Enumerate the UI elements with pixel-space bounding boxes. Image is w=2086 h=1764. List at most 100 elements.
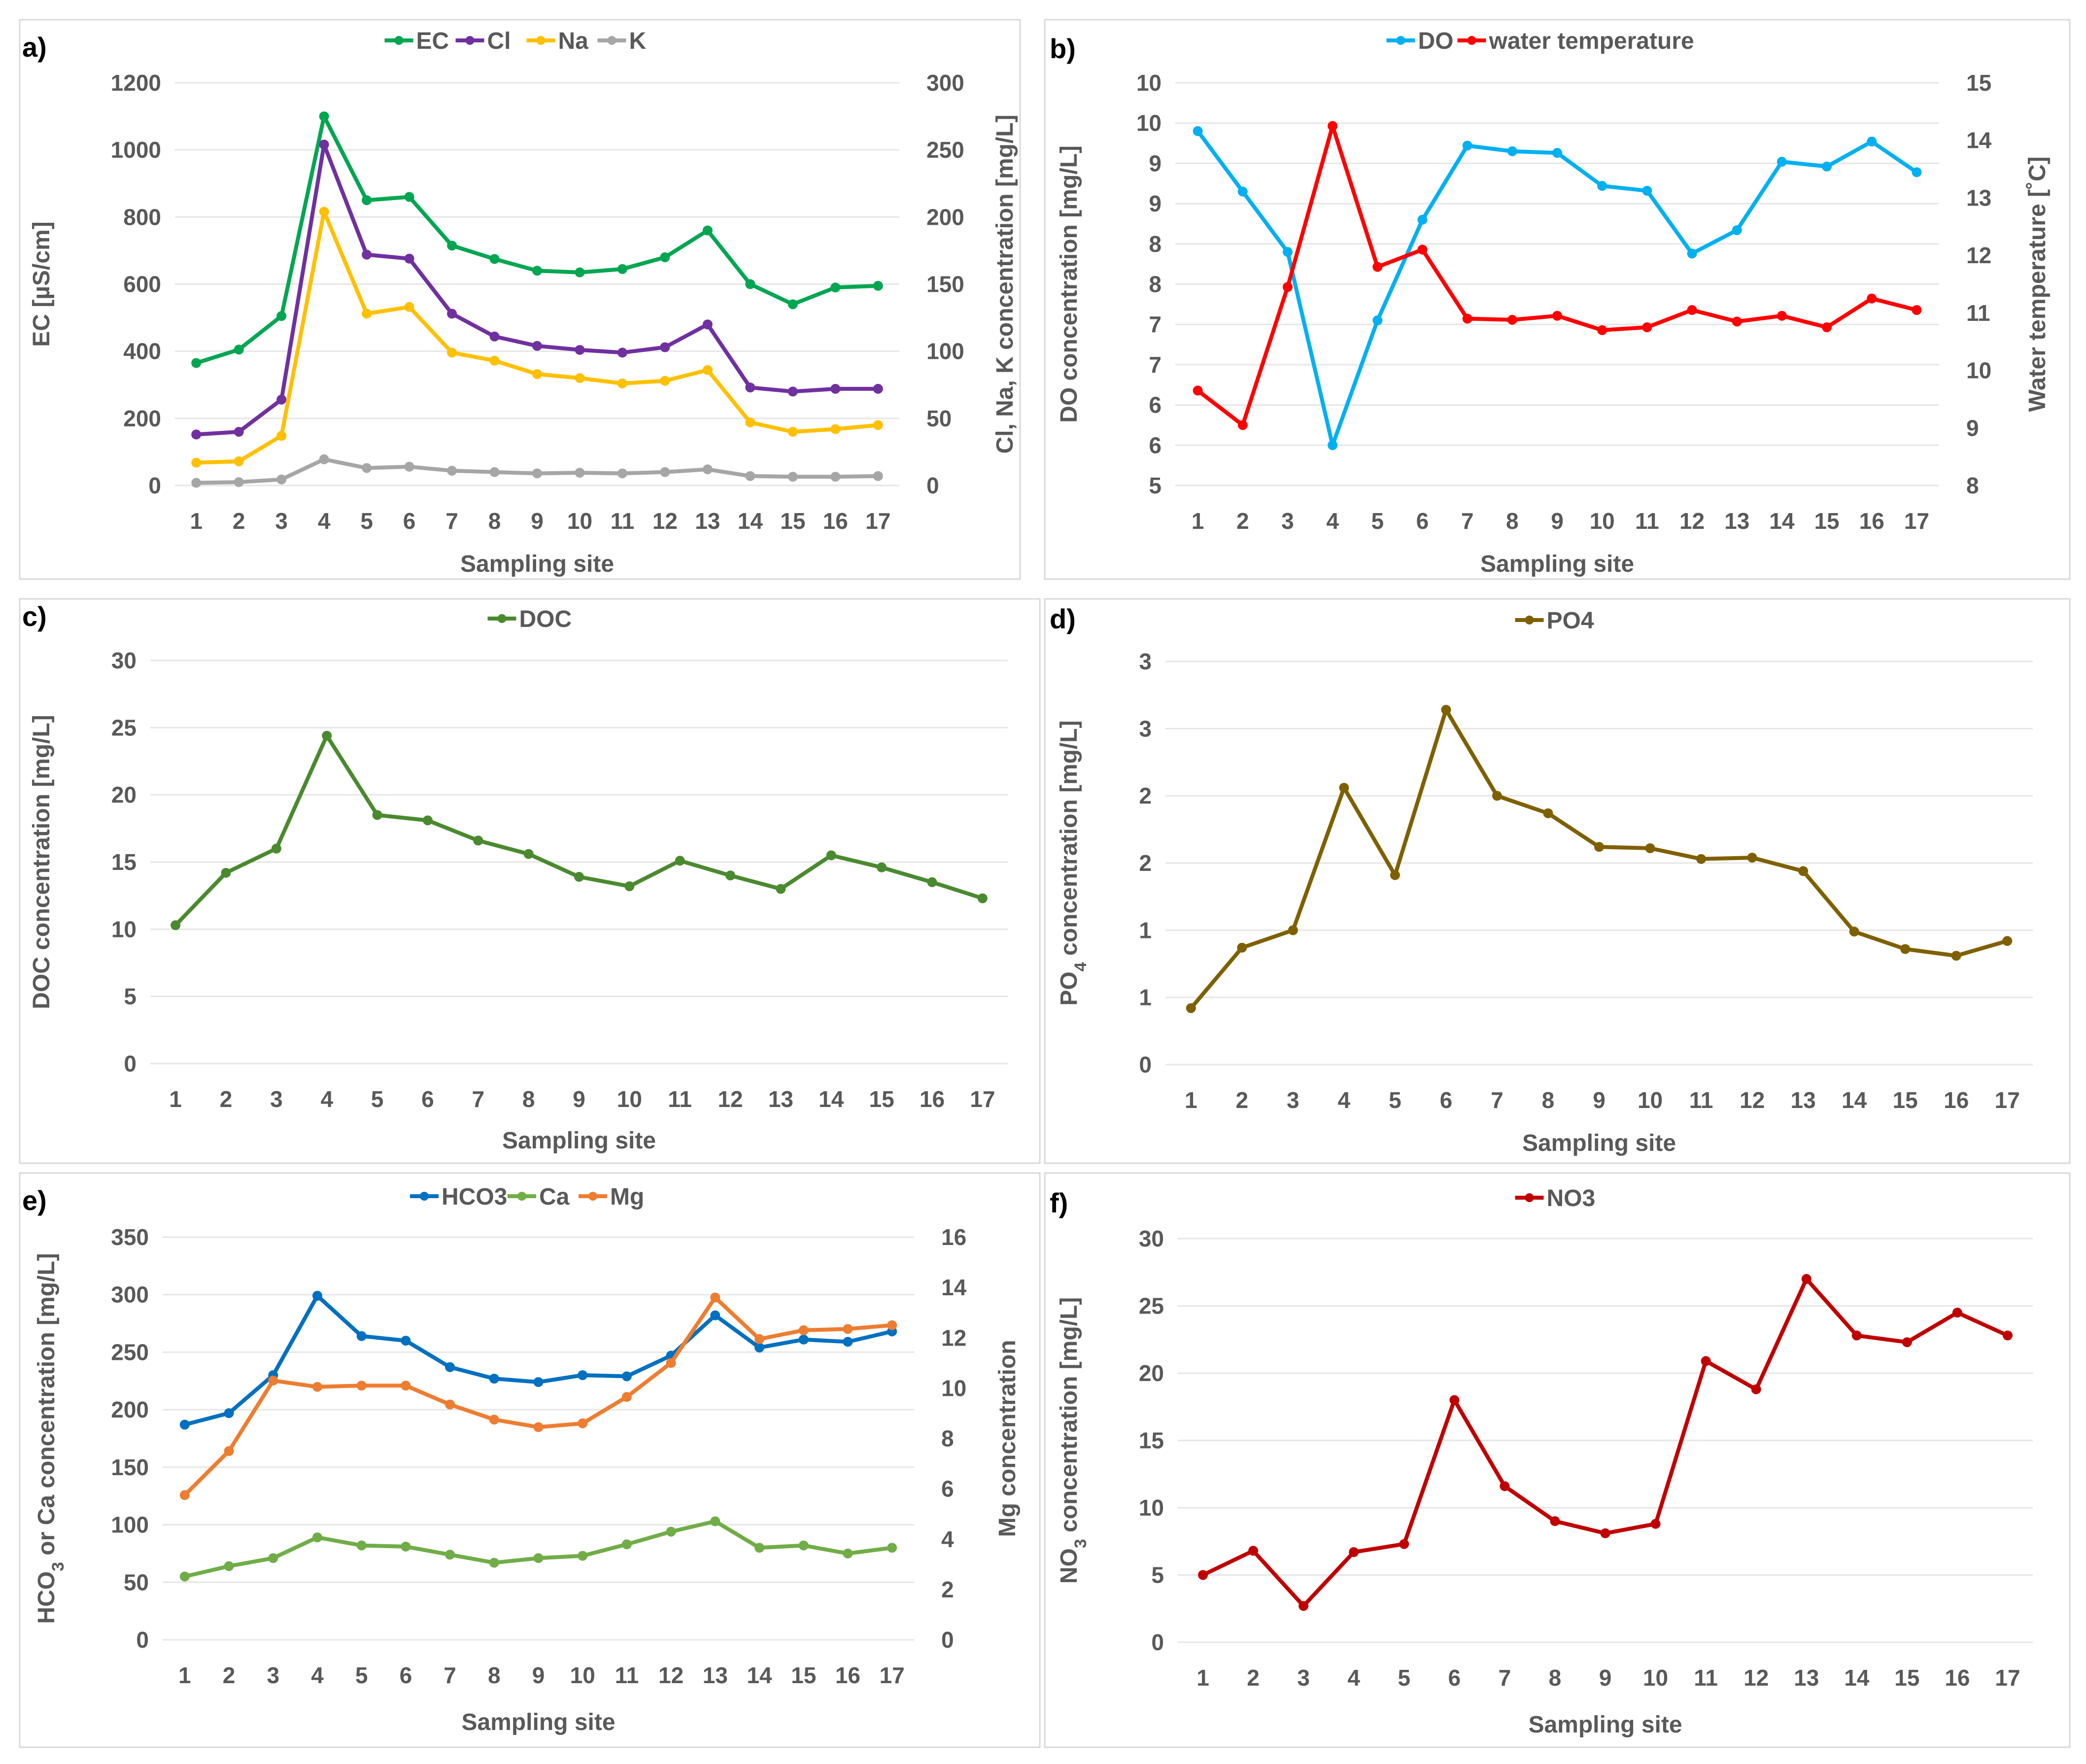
legend-item-ca: Ca — [508, 1184, 570, 1210]
x-tick-label: 13 — [1791, 1087, 1816, 1113]
data-point — [843, 1548, 853, 1558]
legend-swatch-marker — [1396, 36, 1405, 45]
data-point — [319, 111, 329, 122]
x-tick-label: 3 — [275, 508, 288, 534]
data-point — [224, 1408, 234, 1418]
y2-tick-label: 300 — [926, 70, 964, 96]
data-point — [624, 881, 635, 892]
y-tick-label: 15 — [111, 849, 137, 875]
y-tick-label: 25 — [1139, 1293, 1164, 1319]
y-tick-label: 30 — [111, 648, 137, 673]
x-tick-label: 7 — [445, 508, 458, 534]
data-point — [191, 478, 202, 488]
x-tick-label: 17 — [865, 508, 890, 534]
data-point — [1801, 1274, 1812, 1284]
data-point — [404, 253, 414, 264]
data-point — [574, 871, 584, 882]
legend-item-water-temperature: water temperature — [1457, 28, 1694, 54]
y-tick-label: 7 — [1149, 311, 1162, 337]
data-point — [268, 1376, 278, 1386]
y2-tick-label: 2 — [941, 1577, 954, 1602]
panel-label: d) — [1050, 603, 1076, 634]
x-tick-label: 14 — [738, 508, 763, 534]
legend-swatch-marker — [607, 36, 616, 45]
y-tick-label: 8 — [1149, 231, 1162, 257]
data-point — [322, 730, 332, 741]
y-tick-label: 100 — [111, 1512, 149, 1538]
x-tick-label: 16 — [1944, 1087, 1969, 1113]
y-axis-title: PO4 concentration [mg/L] — [1056, 721, 1090, 1006]
data-point — [1543, 808, 1553, 819]
y-tick-label: 250 — [111, 1339, 149, 1365]
x-tick-label: 16 — [1945, 1665, 1970, 1691]
data-point — [617, 347, 627, 358]
y2-tick-label: 13 — [1966, 185, 1991, 210]
data-point — [1849, 927, 1859, 937]
data-point — [1798, 866, 1809, 876]
data-point — [401, 1336, 411, 1346]
x-axis-title: Sampling site — [502, 1128, 656, 1154]
x-tick-label: 15 — [1893, 1087, 1918, 1113]
y-tick-label: 5 — [1151, 1562, 1164, 1588]
data-point — [1597, 181, 1607, 191]
x-tick-label: 6 — [1416, 508, 1429, 534]
x-tick-label: 3 — [1297, 1665, 1310, 1691]
y-axis-title: HCO3 or Ca concentration [mg/L] — [34, 1253, 68, 1624]
y-tick-label: 1 — [1139, 985, 1152, 1010]
y-tick-label: 0 — [1139, 1052, 1152, 1077]
data-point — [830, 282, 841, 293]
x-tick-label: 9 — [1551, 508, 1564, 534]
data-point — [234, 345, 244, 355]
x-axis-title: Sampling site — [461, 1709, 615, 1735]
data-point — [787, 299, 798, 310]
data-point — [234, 477, 244, 487]
x-tick-label: 1 — [1192, 508, 1204, 534]
data-point — [578, 1551, 588, 1561]
x-tick-label: 13 — [768, 1086, 793, 1112]
legend-label: HCO3 — [442, 1184, 507, 1210]
data-point — [754, 1343, 765, 1353]
data-point — [489, 331, 500, 342]
x-tick-label: 12 — [1740, 1087, 1765, 1113]
legend-item-po4: PO4 — [1515, 608, 1594, 634]
x-tick-label: 2 — [233, 508, 245, 534]
data-point — [1747, 853, 1757, 863]
data-point — [404, 192, 414, 202]
data-point — [268, 1553, 278, 1563]
y-tick-label: 6 — [1149, 392, 1162, 418]
x-tick-label: 16 — [1859, 508, 1884, 534]
legend-label: K — [629, 28, 647, 54]
x-tick-label: 6 — [403, 508, 416, 534]
y-tick-label: 10 — [1139, 1495, 1164, 1521]
series-po4 — [1186, 705, 2013, 1013]
data-point — [843, 1337, 853, 1347]
data-point — [1552, 311, 1562, 321]
data-point — [1751, 1384, 1761, 1394]
x-tick-label: 15 — [791, 1662, 816, 1688]
legend-item-ec: EC — [384, 28, 449, 54]
data-point — [1687, 248, 1697, 259]
y-axis-title-sub: 4 — [1071, 962, 1090, 971]
panel-frame — [1044, 1172, 2071, 1748]
data-point — [1952, 1308, 1962, 1318]
legend-swatch-marker — [536, 36, 546, 45]
x-tick-label: 8 — [1506, 508, 1519, 534]
data-point — [830, 383, 841, 394]
data-point — [617, 264, 627, 274]
legend-label: Ca — [539, 1184, 570, 1210]
data-point — [1372, 315, 1383, 326]
legend-swatch-marker — [465, 36, 475, 45]
legend-swatch-marker — [1525, 616, 1534, 624]
data-point — [754, 1334, 765, 1344]
y-axis-title-part: concentration [mg/L] — [1056, 1297, 1082, 1539]
data-point — [660, 467, 670, 477]
data-point — [877, 862, 887, 872]
legend-item-hco3: HCO3 — [410, 1184, 507, 1210]
data-point — [1732, 316, 1742, 327]
x-tick-label: 3 — [1287, 1087, 1299, 1113]
data-point — [798, 1325, 809, 1335]
data-point — [887, 1320, 897, 1330]
y2-tick-label: 10 — [1966, 358, 1991, 383]
x-tick-label: 10 — [570, 1662, 595, 1688]
panel-label: c) — [22, 601, 47, 632]
